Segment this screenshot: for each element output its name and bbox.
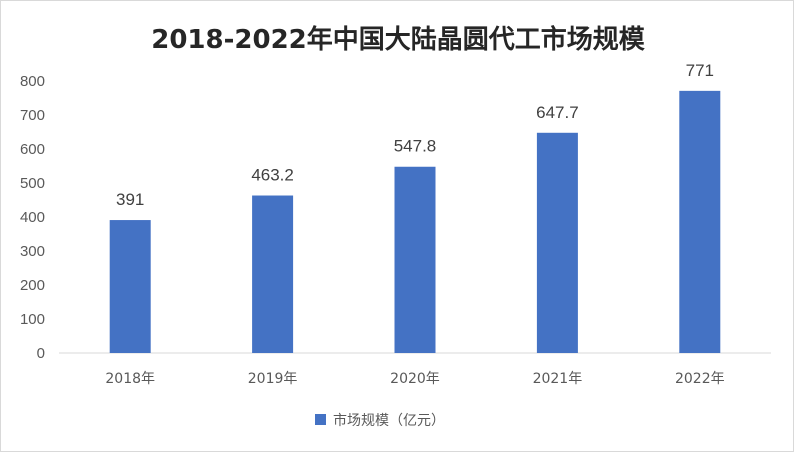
data-labels: 391 463.2 547.8 647.7 771: [116, 61, 714, 209]
bar: [252, 195, 294, 353]
bar: [394, 166, 436, 353]
bar-series: [109, 90, 721, 354]
data-label: 547.8: [394, 137, 437, 156]
bar: [679, 90, 721, 354]
data-label: 771: [686, 61, 714, 80]
y-tick-label: 100: [20, 311, 45, 328]
x-axis: 2018年 2019年 2020年 2021年 2022年: [59, 352, 771, 387]
legend-swatch: [315, 414, 326, 425]
y-tick-label: 200: [20, 277, 45, 294]
x-tick-label: 2020年: [390, 371, 440, 387]
x-tick-label: 2022年: [675, 371, 725, 387]
y-tick-label: 600: [20, 141, 45, 158]
y-axis: 0 100 200 300 400 500 600 700 800: [20, 73, 45, 362]
x-tick-label: 2021年: [533, 371, 583, 387]
y-tick-label: 0: [37, 345, 45, 362]
data-label: 647.7: [536, 103, 579, 122]
chart-title: 2018-2022年中国大陆晶圆代工市场规模: [151, 24, 646, 55]
x-tick-label: 2019年: [248, 371, 298, 387]
legend-label: 市场规模（亿元）: [333, 412, 445, 429]
y-tick-label: 800: [20, 73, 45, 90]
y-tick-label: 400: [20, 209, 45, 226]
bar: [536, 132, 578, 353]
y-tick-label: 300: [20, 243, 45, 260]
data-label: 463.2: [251, 166, 294, 185]
x-tick-label: 2018年: [105, 371, 155, 387]
legend: 市场规模（亿元）: [315, 412, 445, 429]
y-tick-label: 500: [20, 175, 45, 192]
data-label: 391: [116, 190, 144, 209]
bar: [109, 220, 151, 353]
y-tick-label: 700: [20, 107, 45, 124]
